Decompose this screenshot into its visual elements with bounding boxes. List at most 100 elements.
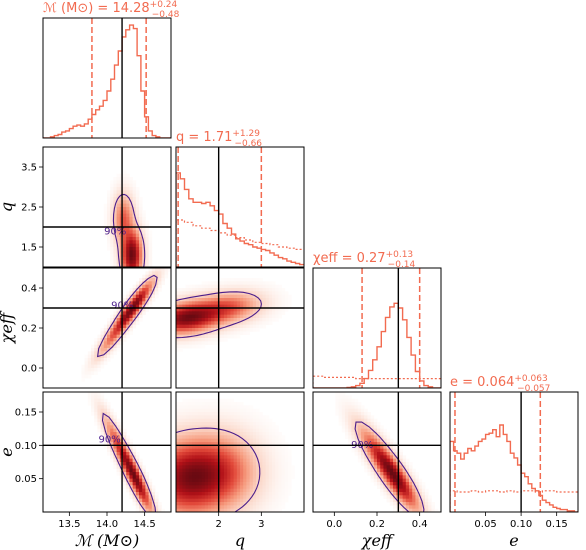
density-cell (188, 498, 193, 503)
density-cell (179, 288, 183, 292)
density-cell (145, 505, 149, 510)
density-cell (192, 462, 196, 466)
density-cell (249, 465, 254, 470)
density-cell (220, 472, 225, 476)
contour-label: 90% (104, 227, 126, 238)
density-cell (126, 462, 130, 466)
density-cell (107, 341, 111, 346)
density-cell (284, 445, 289, 450)
density-cell (233, 288, 238, 292)
density-cell (103, 361, 108, 366)
density-cell (139, 502, 143, 506)
density-cell (97, 395, 101, 400)
density-cell (123, 220, 127, 225)
density-cell (415, 478, 419, 483)
density-cell (188, 328, 193, 332)
density-cell (275, 301, 279, 306)
title-lower-error: −0.057 (517, 384, 550, 394)
density-cell (142, 488, 146, 493)
density-cell (262, 425, 266, 430)
density-cell (192, 498, 196, 503)
density-cell (198, 344, 202, 349)
density-cell (145, 284, 149, 289)
density-cell (240, 328, 244, 332)
density-cell (393, 452, 397, 456)
density-cell (405, 475, 410, 480)
density-cell (227, 412, 231, 416)
density-cell (227, 408, 231, 413)
density-cell (132, 197, 137, 201)
density-cell (348, 398, 352, 403)
density-cell (291, 465, 295, 470)
density-cell (284, 448, 289, 453)
density-cell (129, 253, 133, 258)
density-cell (389, 488, 394, 493)
density-cell (252, 508, 257, 512)
density-cell (142, 294, 146, 299)
density-cell (208, 398, 212, 403)
density-cell (142, 485, 146, 490)
density-cell (113, 263, 117, 267)
density-cell (256, 298, 260, 302)
density-cell (233, 291, 238, 296)
density-cell (214, 294, 218, 299)
density-cell (357, 408, 362, 413)
y-tick-label: 0.05 (15, 474, 37, 485)
density-cell (195, 502, 199, 506)
density-cell (224, 338, 228, 342)
density-cell (126, 227, 130, 231)
density-cell (256, 321, 260, 326)
density-cell (129, 442, 133, 446)
density-cell (158, 508, 162, 512)
density-cell (214, 465, 218, 470)
density-cell (185, 498, 190, 503)
density-cell (236, 435, 241, 440)
density-cell (224, 311, 228, 316)
density-cell (151, 284, 156, 289)
density-cell (249, 438, 254, 443)
density-cell (185, 314, 190, 319)
density-cell (246, 445, 250, 450)
density-cell (113, 177, 117, 181)
density-cell (208, 298, 212, 302)
density-cell (113, 180, 117, 185)
density-cell (243, 468, 247, 473)
density-cell (116, 425, 121, 430)
density-cell (288, 462, 292, 466)
y-tick-label: 0.4 (21, 284, 37, 295)
density-cell (281, 448, 286, 453)
density-cell (145, 502, 149, 506)
density-cell (204, 485, 209, 490)
density-cell (386, 482, 391, 486)
density-cell (278, 508, 282, 512)
density-cell (81, 374, 85, 379)
density-cell (259, 311, 263, 316)
title-upper-error: +0.13 (386, 250, 414, 260)
density-cell (361, 452, 365, 456)
density-cell (110, 425, 114, 430)
density-cell (230, 331, 234, 336)
density-cell (123, 247, 127, 251)
density-cell (100, 344, 105, 349)
density-cell (268, 492, 273, 496)
density-cell (204, 478, 209, 483)
density-cell (113, 422, 117, 426)
density-cell (284, 478, 289, 483)
density-cell (195, 458, 199, 463)
density-cell (357, 452, 362, 456)
density-cell (188, 324, 193, 329)
density-cell (380, 425, 384, 430)
density-cell (142, 495, 146, 500)
density-cell (281, 495, 286, 500)
density-cell (208, 301, 212, 306)
density-cell (182, 338, 186, 342)
posterior-histogram (313, 302, 441, 388)
density-cell (380, 465, 384, 470)
density-cell (188, 341, 193, 346)
density-cell (265, 432, 270, 436)
density-cell (217, 412, 222, 416)
density-cell (116, 341, 121, 346)
density-cell (151, 508, 156, 512)
density-cell (240, 301, 244, 306)
density-cell (341, 425, 346, 430)
